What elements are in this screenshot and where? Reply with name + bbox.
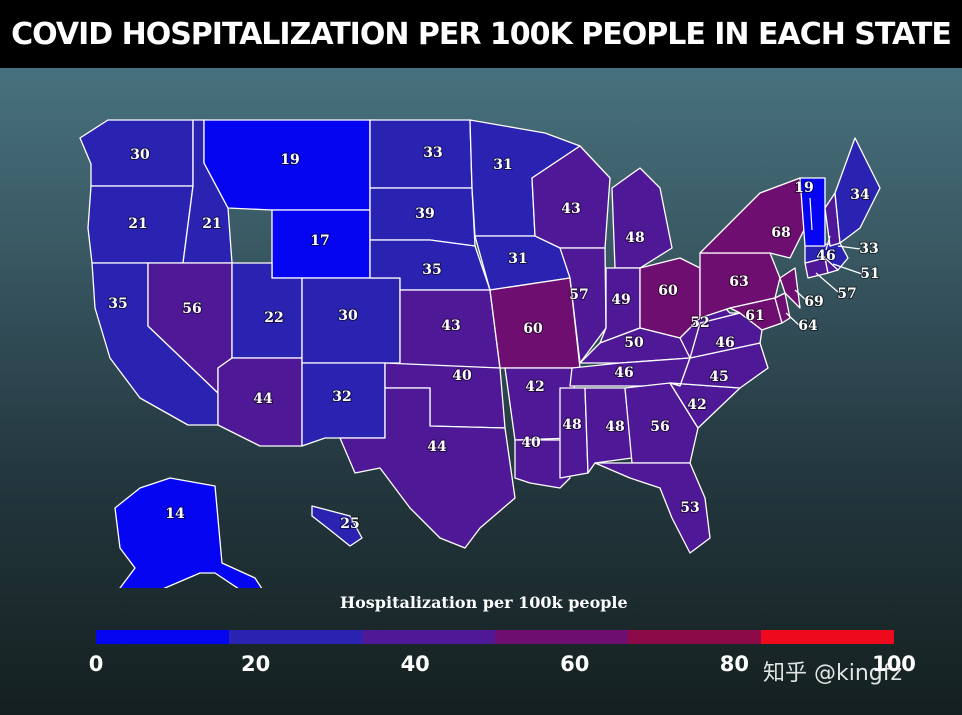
state-me xyxy=(834,137,881,244)
state-value-ks: 43 xyxy=(441,318,460,334)
state-value-il: 57 xyxy=(569,287,588,303)
state-value-al: 48 xyxy=(605,419,624,435)
state-value-ct: 57 xyxy=(837,286,856,302)
state-value-nh: 46 xyxy=(816,248,835,264)
state-md xyxy=(729,297,783,331)
legend-color-bar xyxy=(96,630,894,644)
state-value-az: 44 xyxy=(253,391,273,407)
legend-tick-label: 60 xyxy=(560,652,590,676)
state-tx xyxy=(339,387,516,549)
state-value-co: 30 xyxy=(338,308,358,324)
state-value-wi: 43 xyxy=(561,201,580,217)
state-value-ak: 14 xyxy=(165,506,185,522)
state-de xyxy=(774,292,791,324)
state-value-or: 21 xyxy=(128,216,147,232)
state-value-la: 40 xyxy=(521,435,541,451)
state-value-wy: 17 xyxy=(310,233,329,249)
legend-tick-label: 40 xyxy=(400,652,430,676)
state-value-nv: 56 xyxy=(182,301,201,317)
state-value-ut: 22 xyxy=(264,310,283,326)
state-value-ny: 68 xyxy=(771,225,790,241)
watermark: 知乎 @kingfz xyxy=(763,661,903,686)
state-il xyxy=(559,247,607,364)
legend-segment xyxy=(495,630,628,644)
legend-segment xyxy=(628,630,761,644)
legend-tick-label: 0 xyxy=(88,652,104,676)
state-value-in: 49 xyxy=(611,292,630,308)
state-value-de: 64 xyxy=(798,318,818,334)
legend-segment xyxy=(362,630,495,644)
state-nj xyxy=(779,267,801,309)
leader-line-ma xyxy=(837,245,861,250)
us-choropleth-map: 30 21 35 21 56 19 17 22 44 30 32 33 39 35 43 40 44 31 31 60… xyxy=(79,119,881,588)
leader-line-nh xyxy=(825,235,831,251)
state-value-fl: 53 xyxy=(680,500,699,516)
legend-tick-label: 80 xyxy=(719,652,750,676)
state-ny xyxy=(699,177,806,259)
state-value-nd: 33 xyxy=(423,145,442,161)
leader-line-de xyxy=(785,312,801,327)
state-value-wv: 52 xyxy=(690,315,709,331)
state-value-ri: 51 xyxy=(860,266,879,282)
state-value-wa: 30 xyxy=(130,147,150,163)
legend-tick-label: 20 xyxy=(240,652,271,676)
leader-line-vt xyxy=(809,197,813,231)
state-value-vt: 19 xyxy=(794,180,813,196)
state-value-ga: 56 xyxy=(650,419,669,435)
state-value-ms: 48 xyxy=(562,417,581,433)
state-value-ca: 35 xyxy=(108,296,127,312)
legend-segment xyxy=(96,630,229,644)
state-value-mn: 31 xyxy=(493,157,512,173)
state-value-nj: 69 xyxy=(804,294,823,310)
leader-line-ct xyxy=(815,272,839,293)
state-value-sc: 42 xyxy=(687,397,706,413)
state-al xyxy=(584,387,633,474)
legend-segment xyxy=(761,630,894,644)
state-value-ne: 35 xyxy=(422,262,441,278)
state-vt xyxy=(799,177,826,247)
state-value-nc: 45 xyxy=(709,369,728,385)
legend-title: Hospitalization per 100k people xyxy=(340,593,628,612)
state-ga xyxy=(624,382,699,464)
state-hi xyxy=(311,505,363,547)
state-ak xyxy=(114,477,263,588)
legend-tick-label: 100 xyxy=(872,652,916,676)
state-value-mt: 19 xyxy=(280,152,299,168)
state-ms xyxy=(559,387,589,479)
state-value-ok: 40 xyxy=(452,368,472,384)
state-value-hi: 25 xyxy=(340,516,359,532)
state-value-oh: 60 xyxy=(658,283,678,299)
state-fl xyxy=(594,462,711,554)
page-title: COVID HOSPITALIZATION PER 100K PEOPLE IN… xyxy=(0,0,962,68)
leader-line-ri xyxy=(832,263,863,275)
state-value-va: 46 xyxy=(715,335,734,351)
state-mi xyxy=(611,167,673,269)
state-value-nm: 32 xyxy=(332,389,351,405)
state-nd xyxy=(369,119,473,189)
state-value-me: 34 xyxy=(850,187,870,203)
leader-line-nj xyxy=(794,289,809,303)
state-value-mi: 48 xyxy=(625,230,644,246)
state-value-mo: 60 xyxy=(523,321,543,337)
state-value-ar: 42 xyxy=(525,379,544,395)
state-value-ia: 31 xyxy=(508,251,527,267)
state-value-pa: 63 xyxy=(729,274,748,290)
state-value-id: 21 xyxy=(202,216,221,232)
state-value-md: 61 xyxy=(745,308,764,324)
state-value-ky: 50 xyxy=(624,335,644,351)
legend-segment xyxy=(229,630,362,644)
state-value-tx: 44 xyxy=(427,439,447,455)
state-value-ma: 33 xyxy=(859,241,878,257)
state-value-sd: 39 xyxy=(415,206,434,222)
state-value-tn: 46 xyxy=(614,365,633,381)
